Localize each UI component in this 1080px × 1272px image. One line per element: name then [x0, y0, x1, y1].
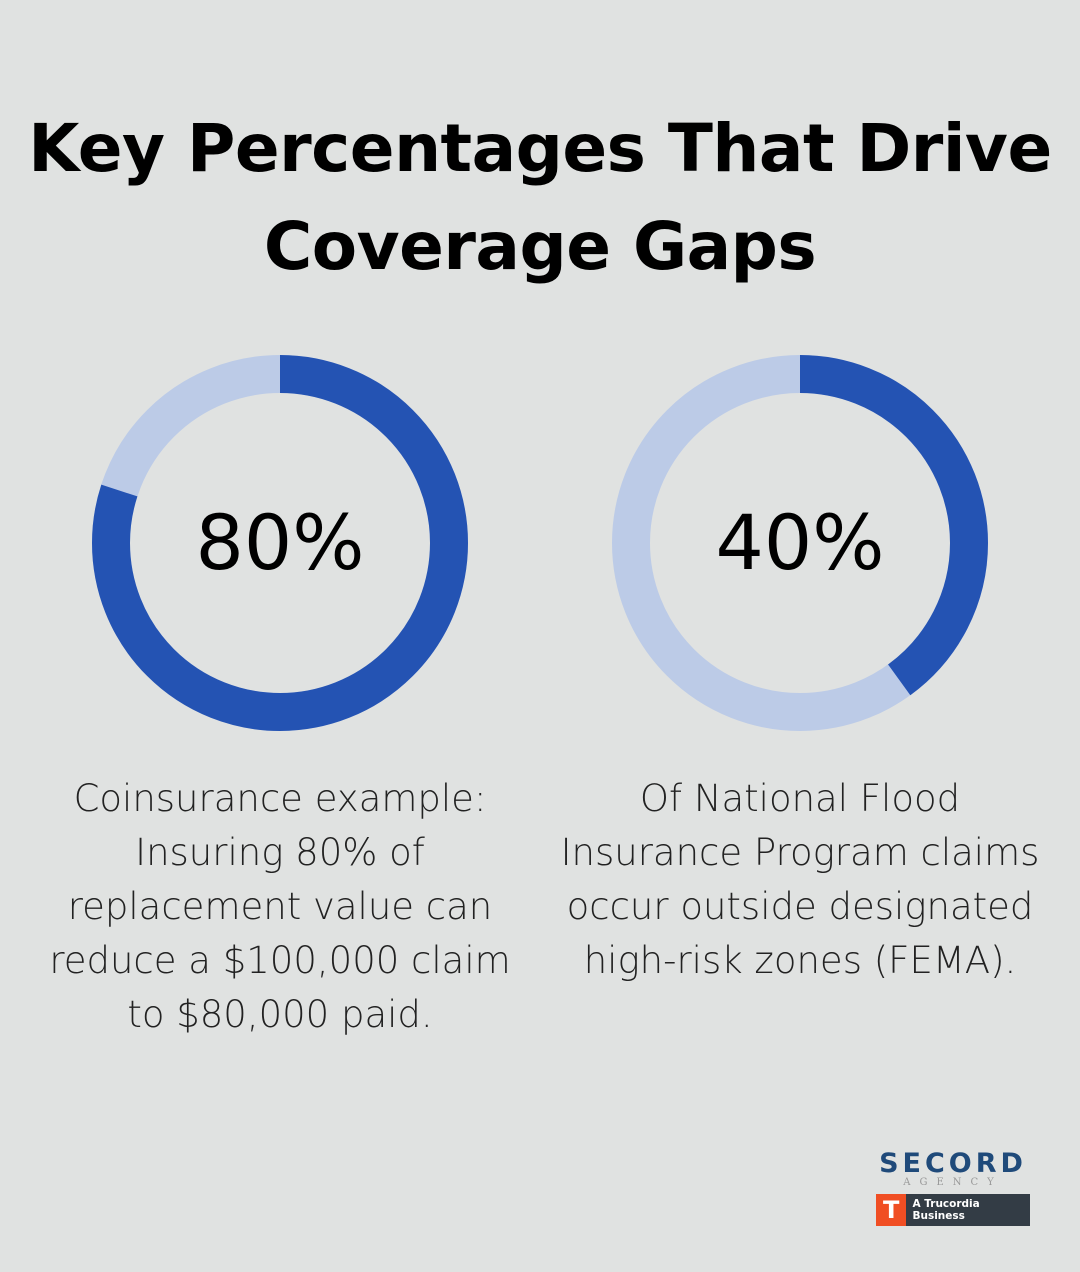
donut-value-arc — [92, 355, 468, 731]
donut-svg-2 — [612, 355, 988, 731]
donut-label-1: 80% — [195, 498, 365, 587]
secord-agency-logo: SECORD AGENCY T A Trucordia Business — [864, 1148, 1042, 1226]
trucordia-badge: T A Trucordia Business — [876, 1194, 1030, 1226]
caption-2: Of National Flood Insurance Program clai… — [560, 777, 1040, 982]
donut-svg-1 — [92, 355, 468, 731]
caption-1: Coinsurance example: Insuring 80% of rep… — [49, 777, 511, 1036]
donut-chart-1: 80% — [90, 355, 470, 735]
badge-label: A Trucordia Business — [912, 1198, 980, 1222]
trucordia-icon: T — [876, 1194, 907, 1226]
logo-name: SECORD — [879, 1148, 1027, 1179]
page-title: Key Percentages That Drive Coverage Gaps — [28, 110, 1052, 285]
donut-value-arc — [612, 355, 988, 731]
donut-chart-2: 40% — [610, 355, 990, 735]
donut-label-2: 40% — [715, 498, 885, 587]
logo-sub: AGENCY — [903, 1177, 1003, 1188]
